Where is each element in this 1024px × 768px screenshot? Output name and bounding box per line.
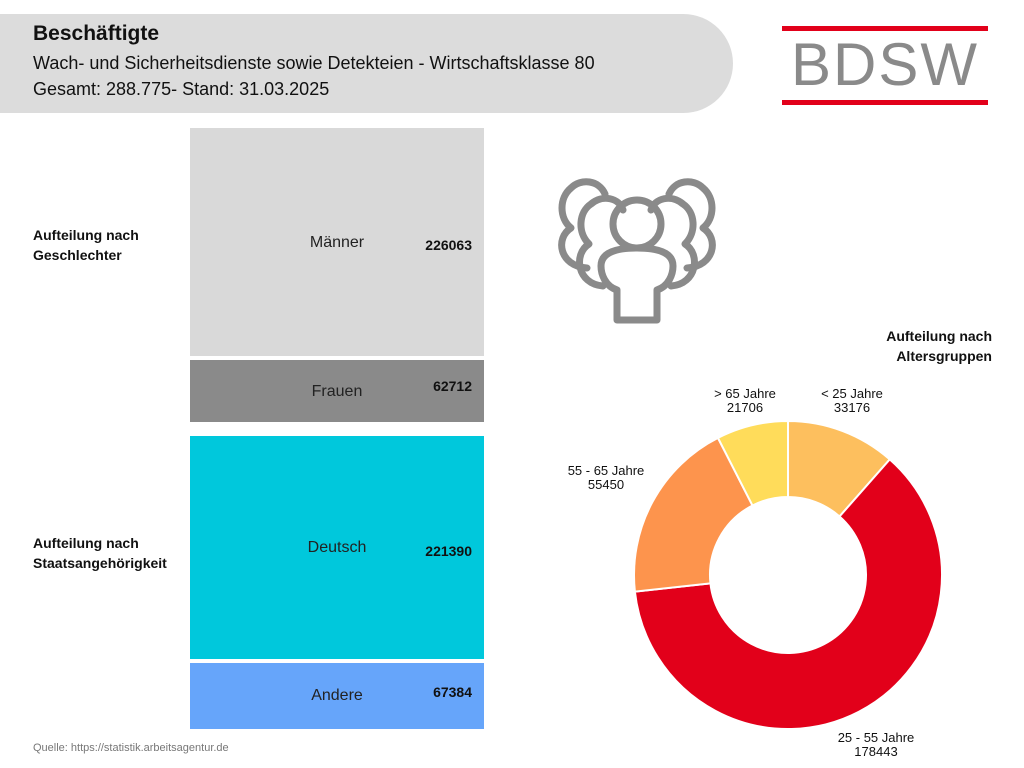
gender-bar-maenner-label: Männer: [309, 234, 365, 251]
logo-bar-bottom: [782, 100, 988, 105]
header-band: [0, 14, 733, 113]
nationality-bar-deutsch-value: 221390: [425, 543, 472, 559]
donut-label-1: 25 - 55 Jahre: [838, 730, 915, 745]
bdsw-logo: BDSW: [782, 26, 988, 108]
donut-value-1: 178443: [854, 744, 897, 759]
logo-bar-top: [782, 26, 988, 31]
donut-value-2: 55450: [588, 477, 624, 492]
nationality-chart-title-line-2: Staatsangehörigkeit: [33, 555, 167, 571]
gender-chart-title: Aufteilung nach Geschlechter: [33, 225, 139, 265]
donut-slice-2: [633, 436, 754, 593]
people-group-icon: [558, 178, 716, 324]
source-note: Quelle: https://statistik.arbeitsagentur…: [33, 742, 229, 754]
page-title: Beschäftigte: [33, 22, 160, 45]
donut-value-3: 21706: [727, 400, 763, 415]
gender-bar-frauen-label: Frauen: [311, 383, 363, 400]
gender-chart-title-line-2: Geschlechter: [33, 247, 122, 263]
gender-chart-title-line-1: Aufteilung nach: [33, 227, 139, 243]
nationality-chart-title: Aufteilung nach Staatsangehörigkeit: [33, 533, 167, 573]
page-subtitle: Wach- und Sicherheitsdienste sowie Detek…: [33, 53, 595, 73]
donut-slice-1: [633, 457, 943, 730]
nationality-bar-andere-value: 67384: [433, 684, 472, 700]
donut-label-3: > 65 Jahre: [714, 386, 776, 401]
gender-bar-maenner-value: 226063: [425, 237, 472, 253]
nationality-chart-title-line-1: Aufteilung nach: [33, 535, 139, 551]
nationality-bar-deutsch: Deutsch 221390: [190, 436, 484, 659]
nationality-bar-andere: Andere 67384: [190, 663, 484, 729]
gender-bar-frauen: Frauen 62712: [190, 360, 484, 422]
age-chart-title-line-1: Aufteilung nach: [886, 328, 992, 344]
logo-text: BDSW: [791, 31, 979, 98]
age-chart-title-line-2: Altersgruppen: [896, 348, 992, 364]
donut-slice-3: [716, 419, 789, 507]
donut-value-0: 33176: [834, 400, 870, 415]
nationality-bar-deutsch-label: Deutsch: [307, 539, 367, 556]
gender-bar-maenner: Männer 226063: [190, 128, 484, 356]
age-chart-title: Aufteilung nach Altersgruppen: [800, 326, 992, 366]
gender-bar-frauen-value: 62712: [433, 378, 472, 394]
total-line: Gesamt: 288.775- Stand: 31.03.2025: [33, 79, 330, 99]
donut-label-0: < 25 Jahre: [821, 386, 883, 401]
nationality-bar-andere-label: Andere: [311, 687, 363, 704]
donut-label-2: 55 - 65 Jahre: [568, 463, 645, 478]
